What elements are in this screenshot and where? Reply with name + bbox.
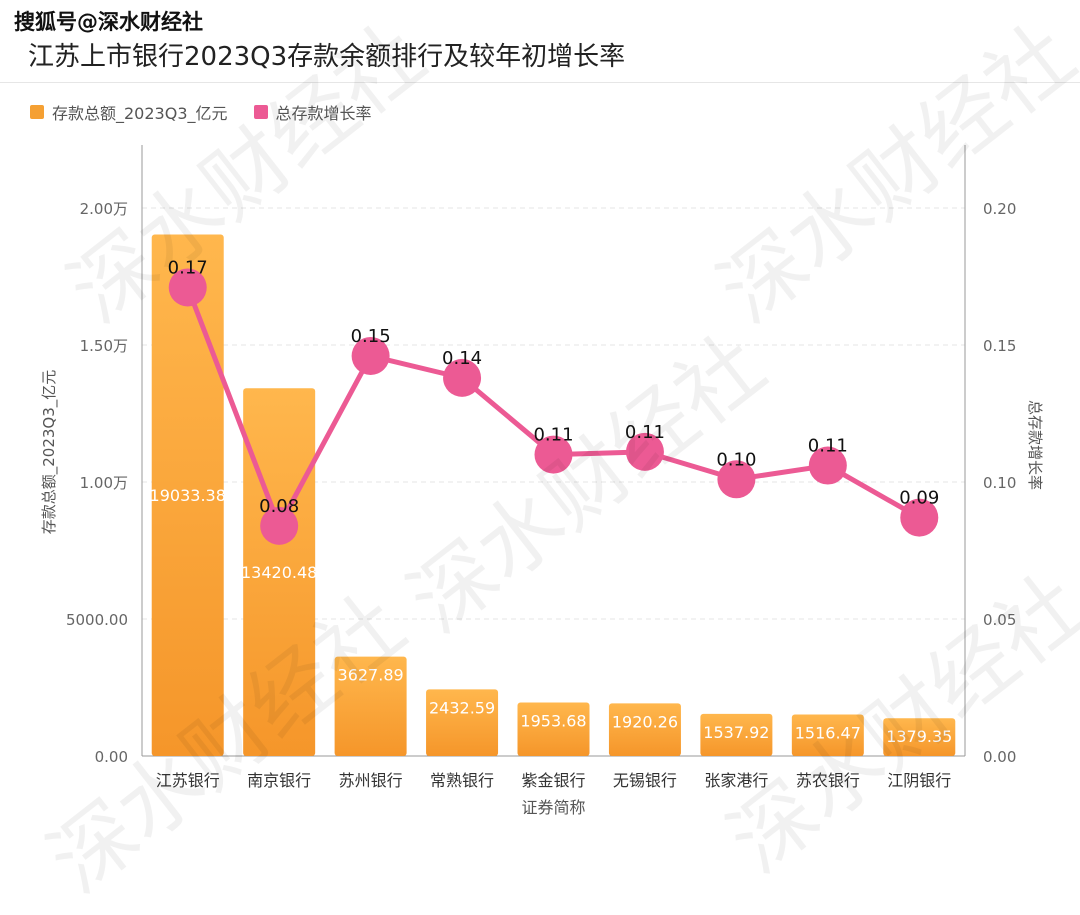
title-divider <box>0 82 1080 83</box>
growth-value-label-5: 0.11 <box>625 422 665 443</box>
chart-title: 江苏上市银行2023Q3存款余额排行及较年初增长率 <box>28 42 626 72</box>
x-tick-label-3: 常熟银行 <box>430 771 494 790</box>
label-layer: 19033.38 13420.48 3627.89 2432.59 1953.68 192… <box>150 257 953 746</box>
legend-swatch-deposits <box>30 105 44 119</box>
bar-5 <box>608 703 681 756</box>
growth-point-5 <box>625 432 664 471</box>
growth-value-label-0: 0.17 <box>168 257 208 278</box>
y-right-axis-title: 总存款增长率 <box>1026 400 1044 490</box>
growth-point-2 <box>351 336 390 375</box>
x-tick-label-8: 江阴银行 <box>887 771 951 790</box>
axis-layer: 0.00 5000.00 1.00万 1.50万 2.00万 0.00 0.05 0.10 0.… <box>40 145 1044 817</box>
bar-value-label-3: 2432.59 <box>429 698 495 717</box>
bar-3 <box>426 689 499 756</box>
growth-point-4 <box>534 435 573 474</box>
y-left-tick-label-4: 2.00万 <box>80 200 128 218</box>
growth-point-3 <box>443 358 482 397</box>
bar-8 <box>883 718 956 756</box>
bar-4 <box>517 702 590 756</box>
bar-value-label-8: 1379.35 <box>886 727 952 746</box>
bar-value-label-1: 13420.48 <box>241 563 317 582</box>
x-tick-label-6: 张家港行 <box>704 771 768 790</box>
y-left-tick-label-2: 1.00万 <box>80 474 128 492</box>
y-right-tick-label-0: 0.00 <box>983 748 1016 766</box>
legend-label-growth: 总存款增长率 <box>275 104 372 123</box>
line-layer <box>168 268 939 545</box>
growth-value-label-6: 0.10 <box>716 449 756 470</box>
growth-value-label-2: 0.15 <box>351 326 391 347</box>
growth-point-0 <box>168 268 207 307</box>
legend-item-deposits[interactable]: 存款总额_2023Q3_亿元 <box>30 100 228 124</box>
x-tick-label-5: 无锡银行 <box>613 771 677 790</box>
x-axis-title: 证券简称 <box>521 798 585 817</box>
x-tick-label-0: 江苏银行 <box>156 771 220 790</box>
growth-point-8 <box>900 498 939 537</box>
bar-value-label-6: 1537.92 <box>703 723 769 742</box>
bar-2 <box>334 656 407 756</box>
growth-value-label-1: 0.08 <box>259 496 299 517</box>
y-right-tick-label-1: 0.05 <box>983 611 1016 629</box>
growth-value-label-7: 0.11 <box>808 436 848 457</box>
growth-value-label-8: 0.09 <box>899 488 939 509</box>
legend-label-deposits: 存款总额_2023Q3_亿元 <box>52 104 228 123</box>
legend: 存款总额_2023Q3_亿元 总存款增长率 <box>30 100 398 124</box>
legend-swatch-growth <box>253 105 268 119</box>
bar-value-label-2: 3627.89 <box>338 666 404 685</box>
bar-0 <box>151 234 224 757</box>
y-right-tick-label-2: 0.10 <box>983 474 1016 492</box>
y-right-tick-label-4: 0.20 <box>983 200 1016 218</box>
x-tick-label-4: 紫金银行 <box>521 771 585 790</box>
growth-point-7 <box>808 446 847 485</box>
growth-point-6 <box>717 460 756 499</box>
bar-6 <box>700 713 773 756</box>
y-left-tick-label-3: 1.50万 <box>80 337 128 355</box>
y-left-tick-label-0: 0.00 <box>95 748 128 766</box>
chart-canvas: 0.00 5000.00 1.00万 1.50万 2.00万 0.00 0.05 0.10 0.… <box>40 145 1044 817</box>
growth-point-1 <box>260 506 299 545</box>
x-tick-label-2: 苏州银行 <box>339 771 403 790</box>
bar-value-label-0: 19033.38 <box>150 486 226 505</box>
x-tick-label-7: 苏农银行 <box>796 771 860 790</box>
bar-value-label-7: 1516.47 <box>795 723 861 742</box>
y-left-axis-title: 存款总额_2023Q3_亿元 <box>40 370 59 535</box>
growth-value-label-3: 0.14 <box>442 348 482 369</box>
y-left-tick-label-1: 5000.00 <box>66 611 128 629</box>
watermark-source: 搜狐号@深水财经社 <box>14 10 203 34</box>
growth-value-label-4: 0.11 <box>533 425 573 446</box>
x-tick-label-1: 南京银行 <box>247 771 311 790</box>
bar-value-label-4: 1953.68 <box>520 711 586 730</box>
bar-value-label-5: 1920.26 <box>612 712 678 731</box>
legend-item-growth[interactable]: 总存款增长率 <box>253 100 372 124</box>
y-right-tick-label-3: 0.15 <box>983 337 1016 355</box>
bar-7 <box>791 714 864 756</box>
